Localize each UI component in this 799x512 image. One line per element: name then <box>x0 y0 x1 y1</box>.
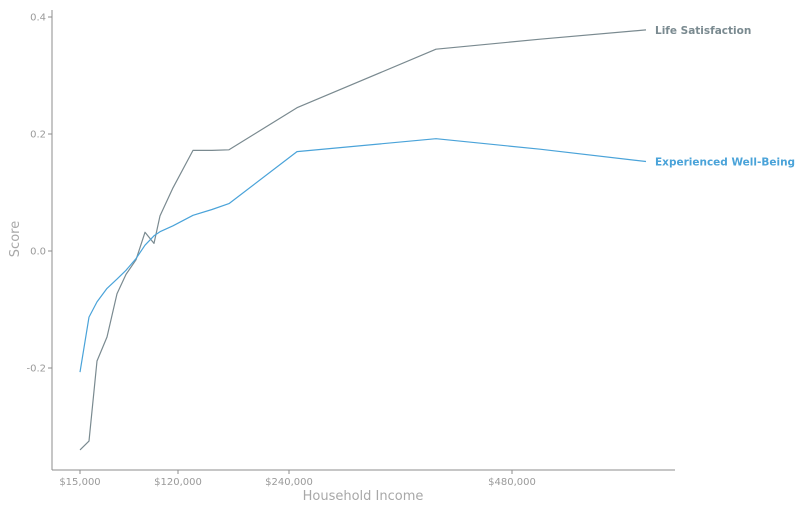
x-tick-label: $480,000 <box>488 477 536 488</box>
series-line-experienced-well-being <box>79 138 647 373</box>
series-line-life-satisfaction <box>79 29 647 451</box>
y-tick-label: -0.2 <box>26 364 46 375</box>
y-tick-label: 0.4 <box>30 13 46 24</box>
series-label: Experienced Well-Being <box>655 156 795 168</box>
x-tick-label: $15,000 <box>59 477 100 488</box>
x-axis-title: Household Income <box>303 489 424 504</box>
y-tick-label: 0.0 <box>30 247 46 258</box>
y-tick-label: 0.2 <box>30 130 46 141</box>
series-label: Life Satisfaction <box>655 25 751 37</box>
x-tick-label: $120,000 <box>154 477 202 488</box>
x-tick-label: $240,000 <box>265 477 313 488</box>
y-axis-title: Score <box>8 221 23 257</box>
